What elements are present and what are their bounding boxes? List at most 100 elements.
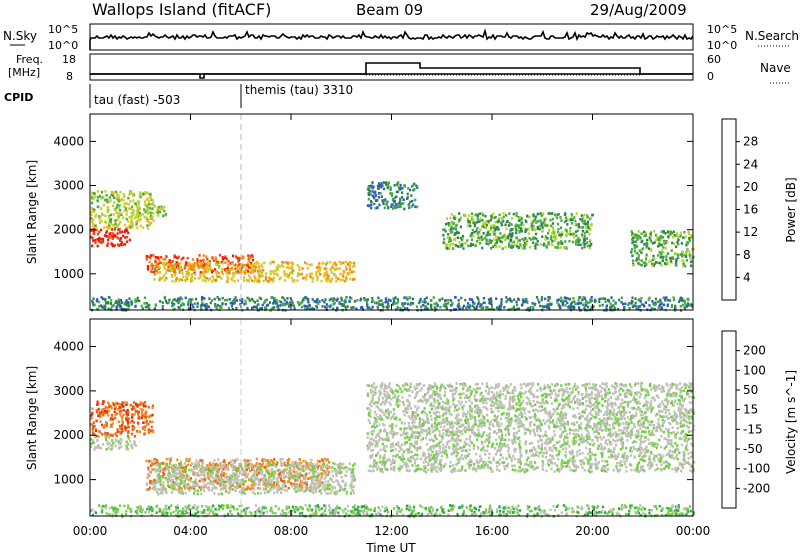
heatmap-cell (326, 467, 329, 471)
heatmap-cell (105, 194, 108, 197)
heatmap-cell (273, 470, 276, 473)
heatmap-cell (328, 483, 331, 487)
heatmap-cell (183, 479, 186, 483)
heatmap-cell (536, 239, 539, 243)
heatmap-cell (318, 262, 321, 265)
heatmap-cell (502, 438, 505, 441)
heatmap-cell (110, 425, 113, 428)
heatmap-cell (451, 303, 454, 306)
heatmap-cell (205, 307, 208, 311)
heatmap-cell (288, 463, 291, 467)
heatmap-cell (269, 272, 272, 276)
heatmap-cell (199, 276, 202, 279)
heatmap-cell (318, 490, 321, 493)
heatmap-cell (487, 220, 490, 223)
heatmap-cell (325, 475, 328, 479)
heatmap-cell (168, 298, 171, 302)
heatmap-cell (634, 240, 637, 244)
heatmap-cell (519, 243, 522, 246)
heatmap-cell (113, 407, 116, 410)
heatmap-cell (227, 259, 230, 263)
heatmap-cell (252, 491, 255, 494)
heatmap-cell (134, 298, 137, 302)
heatmap-cell (117, 196, 120, 199)
heatmap-cell (237, 271, 240, 274)
heatmap-cell (370, 200, 373, 204)
heatmap-cell (171, 301, 174, 305)
heatmap-cell (476, 438, 479, 441)
heatmap-cell (149, 420, 152, 424)
heatmap-cell (469, 234, 472, 238)
heatmap-cell (448, 247, 451, 250)
heatmap-cell (252, 299, 255, 303)
heatmap-cell (309, 461, 312, 465)
heatmap-cell (252, 474, 255, 477)
heatmap-cell (165, 268, 168, 272)
heatmap-cell (531, 220, 534, 223)
heatmap-cell (288, 302, 291, 306)
heatmap-cell (353, 462, 356, 466)
heatmap-cell (687, 248, 690, 252)
heatmap-cell (583, 231, 587, 235)
heatmap-cell (155, 464, 159, 467)
heatmap-cell (446, 247, 450, 250)
heatmap-cell (204, 266, 207, 269)
heatmap-cell (113, 223, 116, 227)
heatmap-cell (156, 474, 159, 477)
heatmap-cell (482, 223, 485, 226)
heatmap-cell (635, 307, 638, 310)
heatmap-cell (134, 202, 137, 206)
heatmap-cell (296, 279, 299, 282)
heatmap-cell (277, 481, 280, 485)
heatmap-cell (203, 484, 206, 488)
heatmap-cell (369, 193, 372, 196)
heatmap-cell (574, 230, 578, 233)
heatmap-cell (393, 469, 396, 472)
heatmap-cell (158, 462, 161, 466)
heatmap-cell (272, 462, 275, 465)
heatmap-cell (260, 469, 263, 473)
heatmap-cell (211, 256, 214, 259)
heatmap-cell (302, 483, 305, 486)
heatmap-cell (164, 476, 167, 480)
heatmap-cell (330, 271, 333, 274)
heatmap-cell (570, 222, 573, 225)
heatmap-cell (130, 190, 133, 194)
heatmap-cell (245, 460, 248, 463)
heatmap-cell (114, 405, 117, 409)
heatmap-cell (493, 216, 496, 219)
heatmap-cell (117, 206, 120, 209)
heatmap-cell (446, 236, 450, 239)
heatmap-cell (365, 300, 369, 304)
heatmap-cell (204, 279, 207, 283)
heatmap-cell (495, 226, 498, 229)
heatmap-cell (504, 235, 507, 238)
heatmap-cell (600, 297, 603, 300)
heatmap-cell (120, 409, 123, 413)
heatmap-cell (251, 306, 254, 309)
heatmap-cell (246, 475, 249, 478)
heatmap-cell (185, 275, 188, 278)
heatmap-cell (136, 296, 139, 300)
heatmap-cell (201, 301, 204, 305)
heatmap-cell (130, 223, 133, 226)
heatmap-cell (241, 298, 244, 301)
heatmap-cell (251, 486, 254, 489)
heatmap-cell (588, 238, 592, 242)
heatmap-cell (197, 261, 200, 265)
heatmap-cell (160, 205, 163, 209)
heatmap-cell (480, 235, 483, 239)
heatmap-cell (209, 261, 212, 265)
heatmap-cell (132, 426, 135, 430)
heatmap-cell (482, 232, 485, 235)
heatmap-cell (691, 247, 694, 251)
heatmap-cell (137, 413, 140, 416)
heatmap-cell (179, 460, 182, 463)
heatmap-cell (467, 422, 470, 426)
heatmap-cell (380, 185, 383, 189)
heatmap-cell (587, 226, 590, 230)
heatmap-cell (242, 270, 245, 274)
heatmap-cell (269, 277, 272, 281)
colorbar-tick-label: 4 (743, 270, 751, 284)
